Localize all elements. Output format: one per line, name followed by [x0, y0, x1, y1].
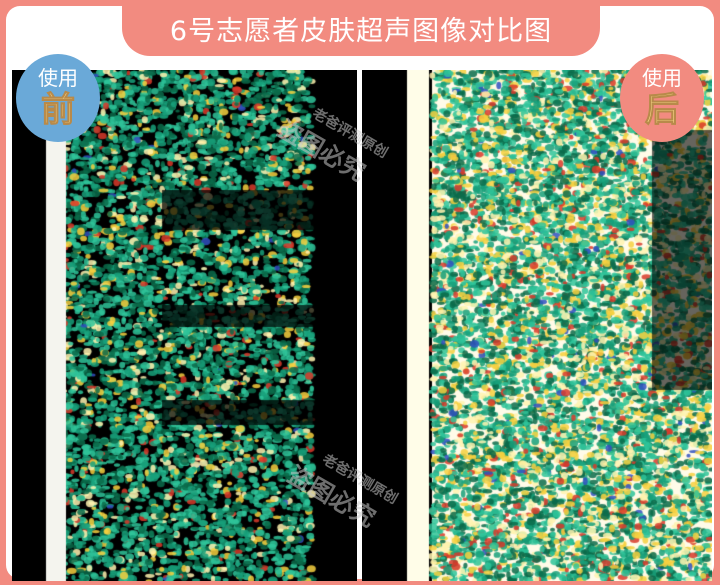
ultrasound-before-image: [12, 70, 357, 581]
ultrasound-after-image: [362, 70, 712, 581]
badge-before-bottom: 前: [41, 90, 76, 131]
badge-after-bottom: 后: [645, 90, 680, 131]
badge-after-top: 使用: [642, 66, 682, 90]
badge-after: 使用 后: [620, 54, 704, 142]
badge-before: 使用 前: [16, 54, 100, 142]
badge-before-top: 使用: [38, 66, 78, 90]
page-title: 6号志愿者皮肤超声图像对比图: [122, 0, 600, 56]
